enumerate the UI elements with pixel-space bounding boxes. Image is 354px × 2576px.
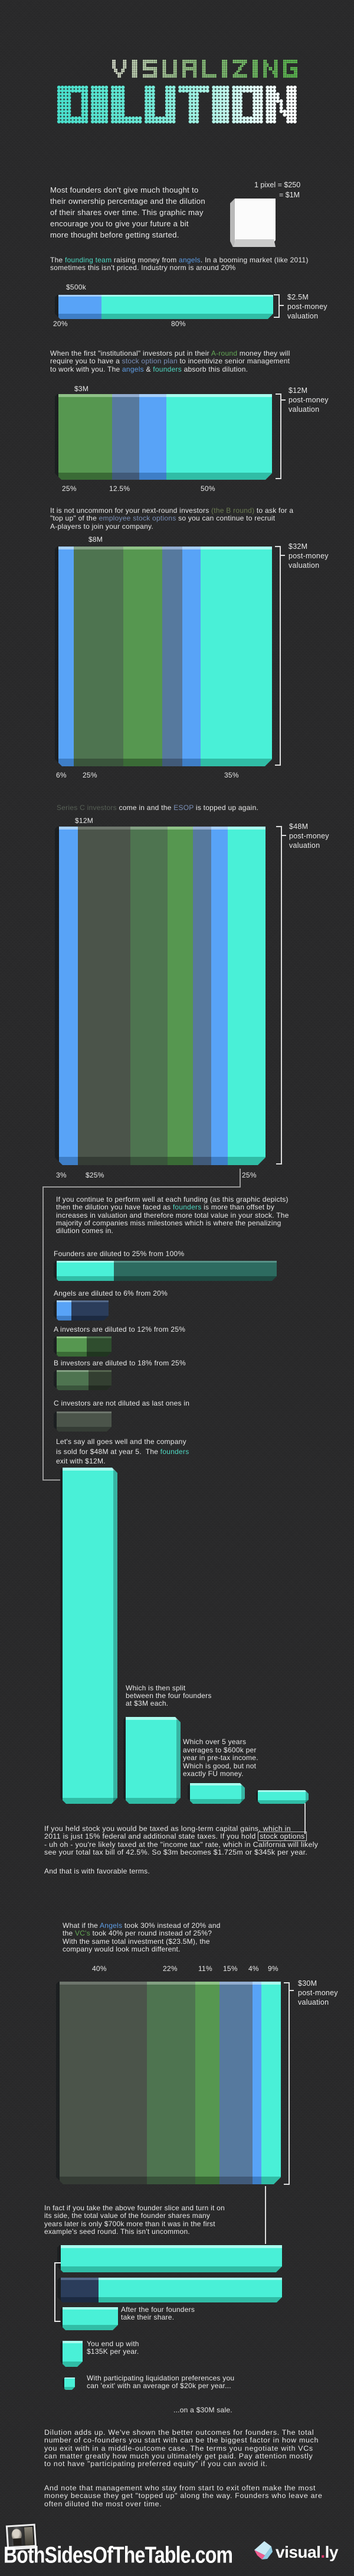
svg-text:visual.ly: visual.ly <box>276 2543 339 2561</box>
